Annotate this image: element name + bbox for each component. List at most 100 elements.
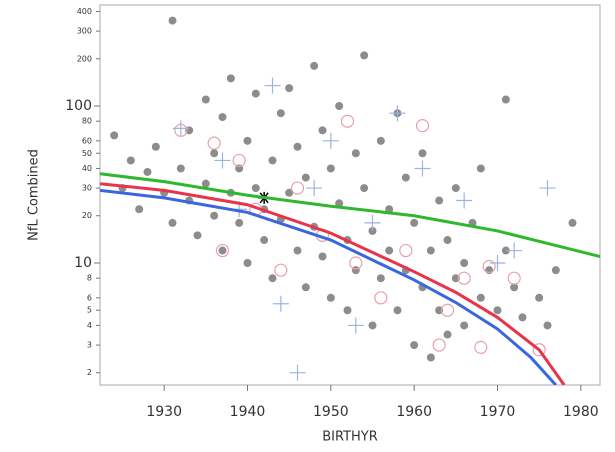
y-tick-label: 6 [87, 293, 92, 302]
point [385, 246, 394, 255]
point [268, 156, 277, 165]
point [201, 95, 210, 104]
point [293, 246, 302, 255]
point [460, 258, 469, 267]
point [340, 114, 355, 128]
point [218, 246, 227, 255]
point [210, 149, 219, 158]
y-tick-label: 3 [87, 341, 92, 350]
fit-line [100, 188, 557, 385]
point [401, 173, 410, 182]
point [376, 274, 385, 283]
point [193, 231, 202, 240]
point [410, 341, 419, 350]
point [218, 113, 227, 122]
point [318, 252, 327, 261]
point [451, 274, 460, 283]
point [440, 303, 455, 317]
point [451, 184, 460, 193]
y-tick-label: 4 [87, 321, 92, 330]
point [335, 102, 344, 111]
point [507, 271, 521, 285]
point [368, 226, 377, 235]
point [532, 343, 546, 357]
x-tick-label: 1980 [563, 404, 599, 420]
x-tick-label: 1960 [396, 404, 432, 420]
fit-line [100, 172, 600, 258]
point [351, 266, 360, 275]
point [293, 142, 302, 151]
point [215, 243, 230, 258]
point [135, 205, 144, 214]
y-tick-label: 5 [87, 306, 92, 315]
point [543, 321, 552, 330]
point [326, 293, 335, 302]
point [322, 132, 339, 149]
point [360, 51, 369, 60]
point [368, 321, 377, 330]
y-tick-label: 50 [82, 149, 92, 158]
point [510, 283, 519, 292]
point [418, 149, 427, 158]
point [551, 266, 560, 275]
point [272, 295, 289, 312]
point [318, 126, 327, 135]
point [349, 256, 363, 270]
x-axis-title: BIRTHYR [322, 430, 378, 445]
point [426, 246, 435, 255]
y-axis-title: NfL Combined [27, 149, 42, 241]
x-tick-label: 1970 [480, 404, 516, 420]
point [518, 313, 527, 322]
point [126, 156, 135, 165]
point [343, 306, 352, 315]
point [335, 199, 344, 208]
point [326, 164, 335, 173]
point [306, 180, 323, 197]
point [376, 136, 385, 145]
y-tick-label: 10 [74, 255, 92, 271]
point [207, 136, 221, 150]
y-tick-label: 80 [82, 117, 92, 126]
point [501, 95, 510, 104]
point [506, 242, 523, 259]
y-tick-label: 300 [77, 27, 92, 36]
plot-area [100, 16, 600, 385]
point [476, 164, 485, 173]
point [143, 167, 152, 176]
point [460, 321, 469, 330]
point [251, 89, 260, 98]
point [435, 306, 444, 315]
point [410, 218, 419, 227]
point [415, 119, 430, 133]
point [168, 16, 177, 25]
point [568, 218, 577, 227]
point [493, 306, 502, 315]
point [110, 131, 119, 140]
point [301, 283, 310, 292]
point [176, 164, 185, 173]
plot-frame [99, 4, 601, 386]
point [389, 105, 406, 122]
point [393, 306, 402, 315]
point [501, 246, 510, 255]
point [364, 214, 381, 231]
point [289, 364, 306, 381]
point [432, 338, 446, 352]
point [201, 179, 210, 188]
point [476, 293, 485, 302]
point [274, 263, 288, 277]
y-tick-label: 60 [82, 136, 92, 145]
point [285, 188, 294, 197]
point [435, 196, 444, 205]
point [151, 142, 160, 151]
y-tick-label: 20 [82, 211, 92, 220]
point [414, 160, 431, 177]
point [226, 74, 235, 83]
point [243, 136, 252, 145]
point [535, 293, 544, 302]
point [235, 218, 244, 227]
point [172, 120, 189, 137]
point [539, 180, 556, 197]
